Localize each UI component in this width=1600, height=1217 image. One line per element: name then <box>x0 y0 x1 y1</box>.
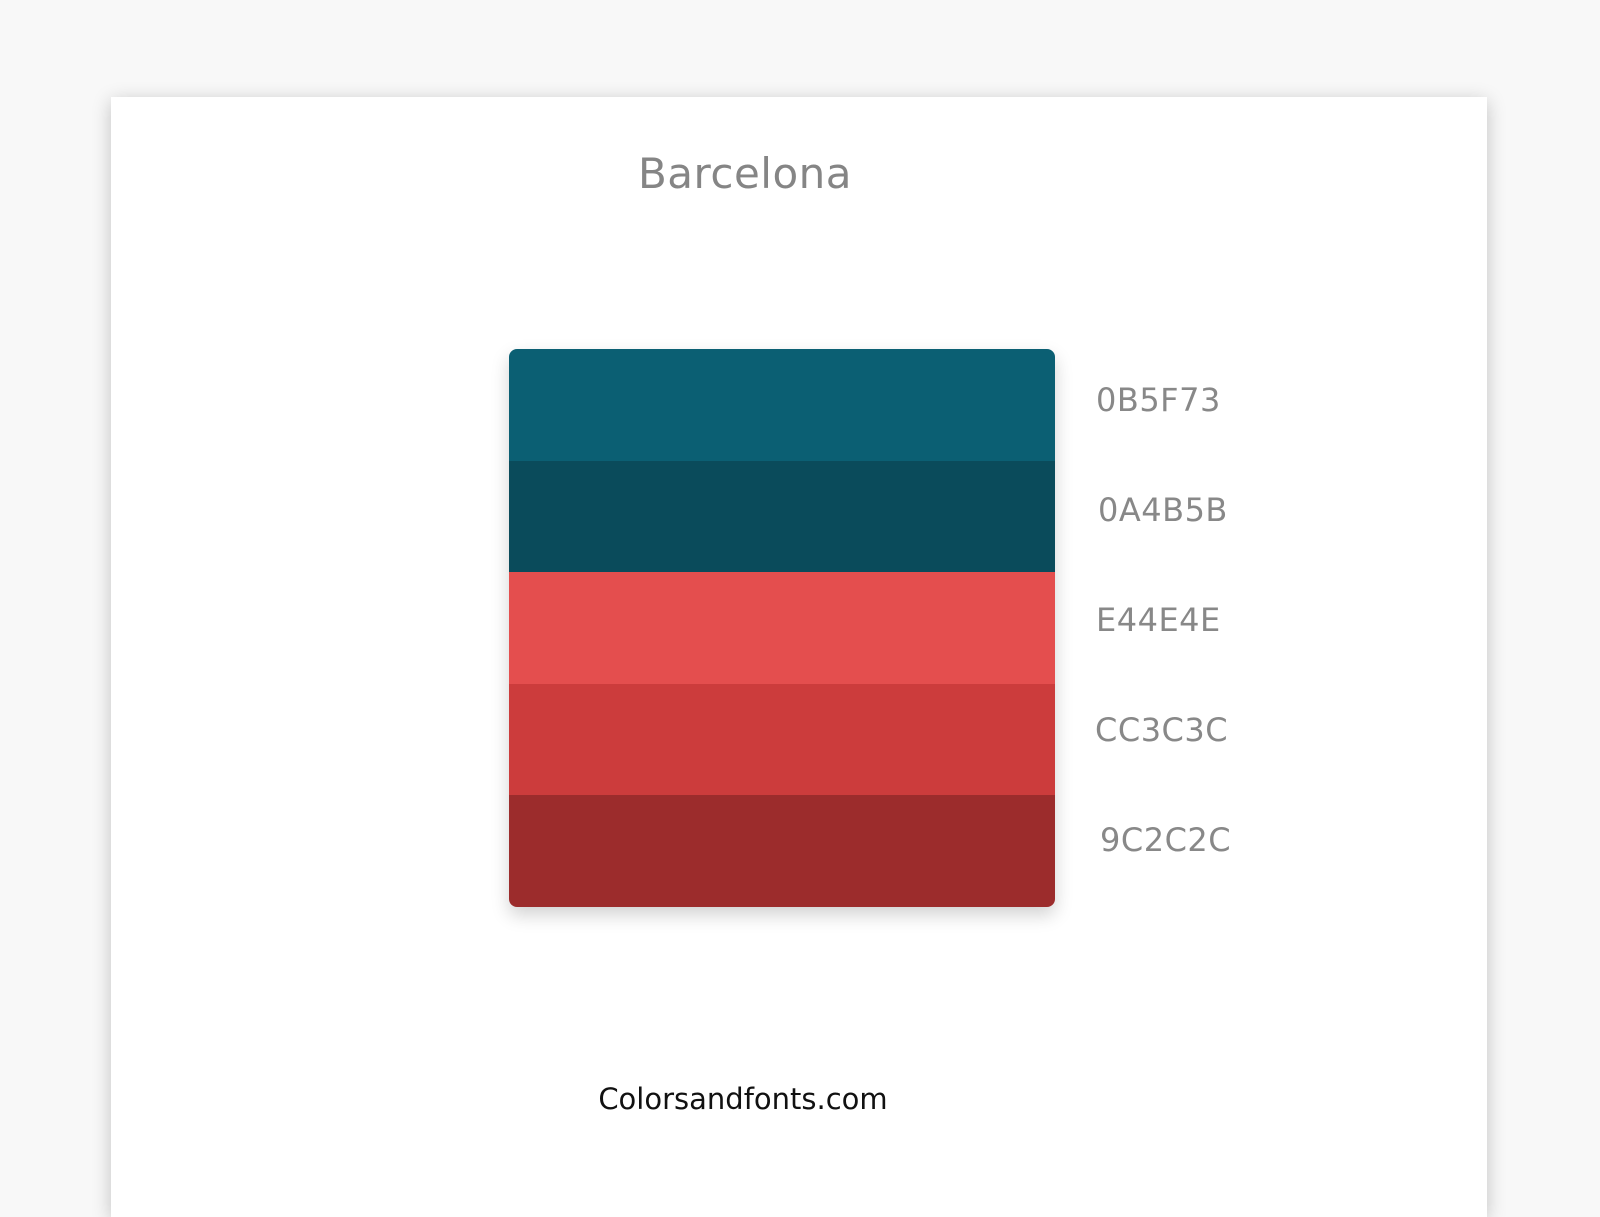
palette-card: Barcelona 0B5F73 0A4B5B E44E4E CC3C3C 9C… <box>111 97 1487 1217</box>
hex-label-5[interactable]: 9C2C2C <box>1100 821 1232 859</box>
hex-label-2[interactable]: 0A4B5B <box>1098 491 1228 529</box>
hex-label-4[interactable]: CC3C3C <box>1095 711 1229 749</box>
color-swatch-2[interactable] <box>509 460 1055 573</box>
hex-label-1[interactable]: 0B5F73 <box>1096 381 1221 419</box>
hex-label-3[interactable]: E44E4E <box>1096 601 1221 639</box>
color-swatch-4[interactable] <box>509 683 1055 796</box>
color-swatch-5[interactable] <box>509 795 1055 907</box>
color-swatch-1[interactable] <box>509 349 1055 461</box>
palette-title: Barcelona <box>637 149 853 198</box>
color-swatch-3[interactable] <box>509 572 1055 684</box>
site-footer-link[interactable]: Colorsandfonts.com <box>598 1082 888 1116</box>
color-swatch-stack <box>509 349 1055 907</box>
